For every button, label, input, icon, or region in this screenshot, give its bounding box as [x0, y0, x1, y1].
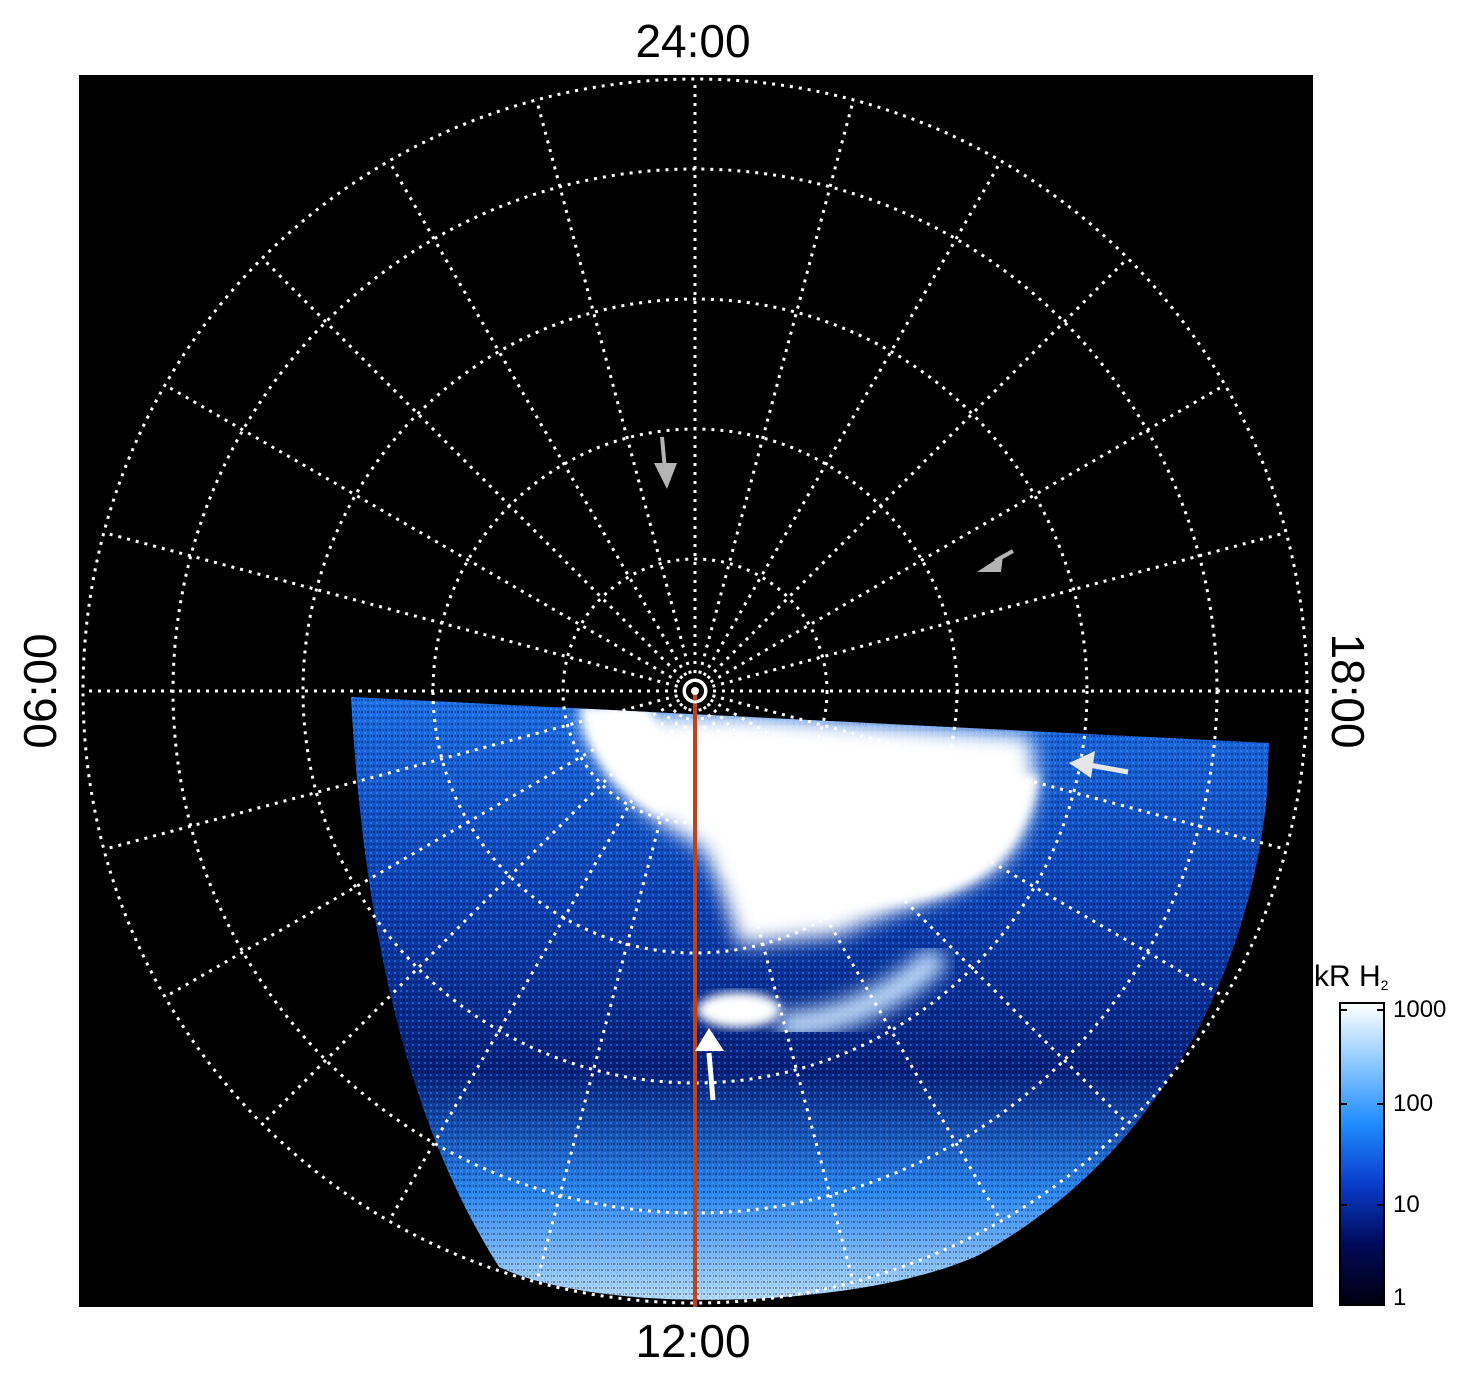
colorbar-tick-label: 1000	[1393, 996, 1447, 1023]
grid-spoke	[103, 531, 696, 693]
colorbar-tick-mark	[1377, 1297, 1385, 1299]
arrow-dusk-white	[1069, 751, 1129, 778]
grid-spoke	[694, 383, 1226, 693]
colorbar-title: kR H2	[1314, 960, 1388, 994]
grid-spoke	[103, 689, 696, 851]
colorbar-tick-mark	[1339, 1297, 1347, 1299]
local-time-label-06: 06:00	[14, 633, 66, 749]
colorbar	[1339, 1002, 1385, 1306]
grid-spoke	[693, 690, 1003, 1222]
grid-spoke	[535, 690, 697, 1283]
colorbar-tick-mark	[1339, 1009, 1347, 1011]
local-time-label-18: 18:00	[1322, 633, 1374, 749]
polar-projection-image	[81, 77, 1309, 1307]
grid-spoke	[387, 690, 697, 1222]
grid-spoke	[693, 99, 855, 692]
colorbar-tick-mark	[1339, 1103, 1347, 1105]
colorbar-title-subscript: 2	[1380, 977, 1389, 993]
grid-spoke	[535, 99, 697, 692]
arrow-noon-white	[695, 1028, 724, 1101]
colorbar-tick-label: 100	[1393, 1090, 1434, 1117]
pole-marker	[682, 678, 708, 704]
grid-spoke	[694, 531, 1287, 693]
grid-spoke	[694, 689, 1226, 999]
polar-projection-panel	[79, 75, 1313, 1307]
colorbar-tick-label: 10	[1393, 1191, 1420, 1218]
grid-spoke	[693, 257, 1129, 693]
colorbar-tick-label: 1	[1393, 1284, 1407, 1311]
grid-spoke	[261, 689, 697, 1125]
grid-circle	[81, 77, 1309, 1305]
auroral-emission	[351, 697, 1269, 1300]
arrow-duskside-gray	[977, 549, 1014, 572]
grid-spoke	[387, 160, 697, 692]
grid-spoke	[164, 383, 696, 693]
colorbar-title-main: kR H	[1314, 960, 1381, 993]
local-time-label-24: 24:00	[635, 15, 751, 67]
colorbar-tick-mark	[1339, 1204, 1347, 1206]
arrow-nightside-gray	[654, 436, 677, 489]
grid-spoke	[694, 689, 1287, 851]
grid-spoke	[261, 257, 697, 693]
grid-spoke	[693, 160, 1003, 692]
colorbar-tick-mark	[1377, 1103, 1385, 1105]
colorbar-tick-mark	[1377, 1204, 1385, 1206]
grid-spoke	[164, 689, 696, 999]
grid-spoke	[693, 690, 855, 1283]
grid-circle	[301, 297, 1089, 1085]
local-time-label-12: 12:00	[635, 1315, 751, 1367]
grid-spoke	[693, 689, 1129, 1125]
colorbar-tick-mark	[1377, 1009, 1385, 1011]
